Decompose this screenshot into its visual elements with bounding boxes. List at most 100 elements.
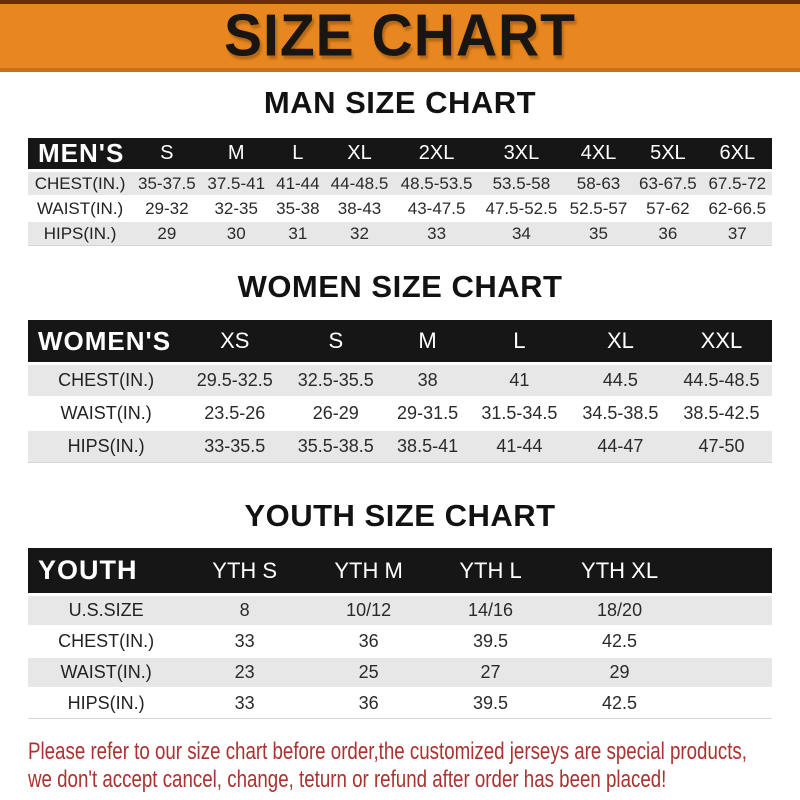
value-cell: 62-66.5 (702, 196, 772, 222)
banner-title: SIZE CHART (224, 2, 576, 69)
value-cell: 67.5-72 (702, 170, 772, 197)
value-cell: 23 (184, 657, 306, 689)
value-cell: 58-63 (563, 170, 634, 197)
value-cell: 38.5-42.5 (670, 397, 772, 431)
size-header-cell: S (132, 138, 202, 172)
value-cell: 33 (184, 626, 306, 658)
size-header-cell: S (285, 320, 387, 365)
size-header-cell: 2XL (394, 138, 479, 172)
value-cell: 29 (548, 657, 691, 689)
women-table-header: WOMEN'S XS S M L XL XXL (28, 320, 772, 365)
value-cell: 14/16 (432, 594, 549, 627)
spacer-cell (690, 548, 772, 596)
value-cell: 44-47 (569, 430, 671, 463)
man-section-heading: MAN SIZE CHART (263, 85, 537, 120)
women-header-row: WOMEN'S XS S M L XL XXL (28, 320, 772, 365)
women-hips-row: HIPS(IN.) 33-35.5 35.5-38.5 38.5-41 41-4… (28, 430, 772, 463)
size-header-cell: 4XL (563, 138, 634, 172)
size-header-cell: XS (184, 320, 286, 365)
value-cell: 39.5 (432, 688, 549, 719)
size-header-cell: XXL (670, 320, 772, 365)
value-cell: 8 (184, 594, 306, 627)
spacer-cell (690, 688, 772, 719)
value-cell: 44-48.5 (324, 170, 395, 197)
row-label-cell: U.S.SIZE (28, 594, 185, 627)
youth-size-table: YOUTH YTH S YTH M YTH L YTH XL U.S.SIZE … (28, 548, 772, 719)
value-cell: 30 (201, 221, 271, 246)
women-waist-row: WAIST(IN.) 23.5-26 26-29 29-31.5 31.5-34… (28, 397, 772, 431)
value-cell: 34 (479, 221, 564, 246)
size-header-cell: L (270, 138, 325, 172)
youth-hips-row: HIPS(IN.) 33 36 39.5 42.5 (28, 688, 772, 719)
value-cell: 38 (386, 363, 469, 398)
spacer-cell (690, 626, 772, 658)
size-header-cell: L (468, 320, 570, 365)
value-cell: 43-47.5 (394, 196, 479, 222)
value-cell: 32 (324, 221, 395, 246)
value-cell: 38-43 (324, 196, 395, 222)
value-cell: 44.5-48.5 (670, 363, 772, 398)
value-cell: 18/20 (548, 594, 691, 627)
size-header-cell: 3XL (479, 138, 564, 172)
size-header-cell: 5XL (633, 138, 703, 172)
value-cell: 32.5-35.5 (285, 363, 387, 398)
value-cell: 33 (394, 221, 479, 246)
size-header-cell: XL (569, 320, 671, 365)
size-chart-banner: SIZE CHART (0, 0, 800, 72)
value-cell: 42.5 (548, 688, 691, 719)
size-header-cell: XL (324, 138, 395, 172)
men-hips-row: HIPS(IN.) 29 30 31 32 33 34 35 36 37 (28, 221, 772, 246)
value-cell: 36 (305, 626, 433, 658)
youth-table-label: YOUTH (28, 548, 185, 596)
size-header-cell: 6XL (702, 138, 772, 172)
value-cell: 53.5-58 (479, 170, 564, 197)
women-size-table: WOMEN'S XS S M L XL XXL CHEST(IN.) 29.5-… (28, 320, 772, 463)
value-cell: 47-50 (670, 430, 772, 463)
size-header-cell: M (386, 320, 469, 365)
men-table-label: MEN'S (28, 138, 133, 172)
men-header-row: MEN'S S M L XL 2XL 3XL 4XL 5XL 6XL (28, 138, 772, 172)
men-chest-row: CHEST(IN.) 35-37.5 37.5-41 41-44 44-48.5… (28, 170, 772, 197)
value-cell: 57-62 (633, 196, 703, 222)
size-header-cell: M (201, 138, 271, 172)
value-cell: 41 (468, 363, 570, 398)
value-cell: 35.5-38.5 (285, 430, 387, 463)
youth-table-header: YOUTH YTH S YTH M YTH L YTH XL (28, 548, 772, 596)
value-cell: 35-37.5 (132, 170, 202, 197)
youth-chest-row: CHEST(IN.) 33 36 39.5 42.5 (28, 626, 772, 658)
men-waist-row: WAIST(IN.) 29-32 32-35 35-38 38-43 43-47… (28, 196, 772, 222)
value-cell: 29 (132, 221, 202, 246)
youth-section-heading: YOUTH SIZE CHART (244, 498, 556, 533)
note-line-2: we don't accept cancel, change, teturn o… (28, 766, 667, 793)
women-section-heading: WOMEN SIZE CHART (237, 269, 563, 304)
value-cell: 34.5-38.5 (569, 397, 671, 431)
value-cell: 44.5 (569, 363, 671, 398)
value-cell: 36 (305, 688, 433, 719)
spacer-cell (690, 594, 772, 627)
value-cell: 37.5-41 (201, 170, 271, 197)
men-table-header: MEN'S S M L XL 2XL 3XL 4XL 5XL 6XL (28, 138, 772, 172)
row-label-cell: WAIST(IN.) (28, 196, 133, 222)
size-header-cell: YTH XL (548, 548, 691, 596)
value-cell: 63-67.5 (633, 170, 703, 197)
order-policy-note: Please refer to our size chart before or… (28, 738, 800, 794)
value-cell: 41-44 (270, 170, 325, 197)
value-cell: 23.5-26 (184, 397, 286, 431)
value-cell: 29-31.5 (386, 397, 469, 431)
value-cell: 29.5-32.5 (184, 363, 286, 398)
women-chest-row: CHEST(IN.) 29.5-32.5 32.5-35.5 38 41 44.… (28, 363, 772, 398)
row-label-cell: WAIST(IN.) (28, 397, 185, 431)
row-label-cell: CHEST(IN.) (28, 626, 185, 658)
value-cell: 39.5 (432, 626, 549, 658)
value-cell: 41-44 (468, 430, 570, 463)
value-cell: 37 (702, 221, 772, 246)
size-header-cell: YTH S (184, 548, 306, 596)
value-cell: 33 (184, 688, 306, 719)
men-size-table: MEN'S S M L XL 2XL 3XL 4XL 5XL 6XL CHEST… (28, 138, 772, 246)
value-cell: 42.5 (548, 626, 691, 658)
value-cell: 35-38 (270, 196, 325, 222)
value-cell: 38.5-41 (386, 430, 469, 463)
value-cell: 33-35.5 (184, 430, 286, 463)
spacer-cell (690, 657, 772, 689)
size-header-cell: YTH L (432, 548, 549, 596)
